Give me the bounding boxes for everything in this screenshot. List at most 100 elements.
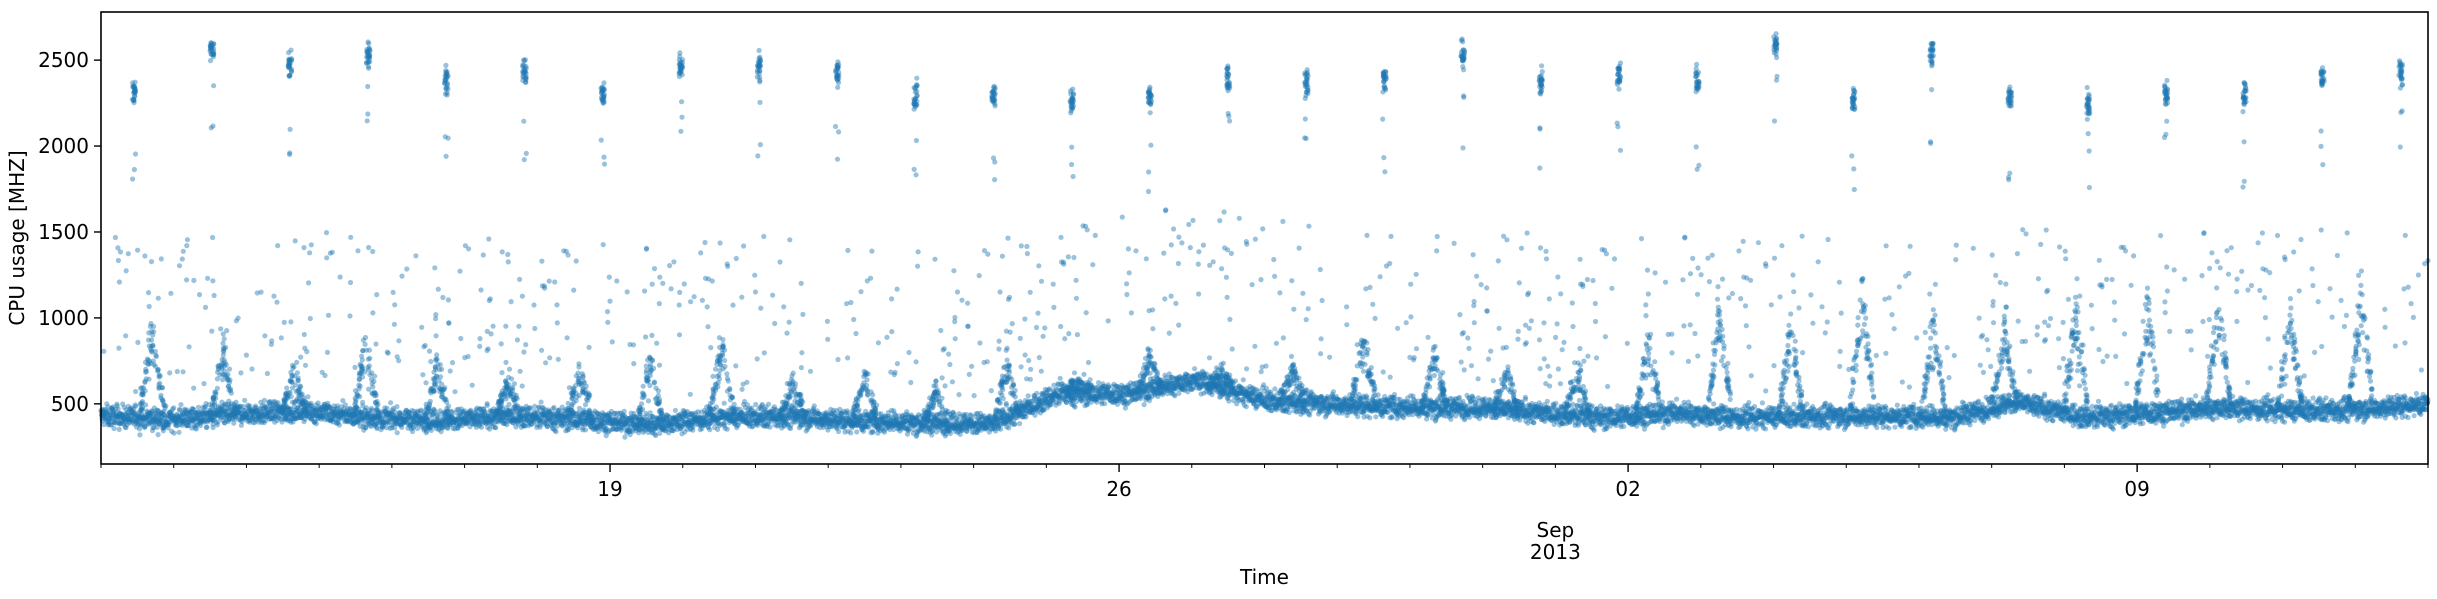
data-point xyxy=(1168,242,1174,248)
data-point xyxy=(552,279,558,285)
data-point xyxy=(1009,321,1015,327)
data-point xyxy=(609,339,615,345)
data-point xyxy=(101,411,107,417)
data-point xyxy=(119,418,125,424)
data-point xyxy=(141,424,147,430)
data-point xyxy=(503,323,509,329)
data-point xyxy=(209,328,215,334)
data-point xyxy=(137,422,143,428)
data-point xyxy=(302,362,309,368)
data-point xyxy=(304,349,310,355)
data-point xyxy=(392,302,398,308)
data-point xyxy=(120,413,126,419)
data-point xyxy=(159,410,165,416)
data-point xyxy=(1192,366,1198,372)
data-point xyxy=(298,354,304,360)
data-point xyxy=(140,415,146,421)
data-point xyxy=(153,410,159,416)
data-point xyxy=(139,411,145,417)
data-point xyxy=(798,365,805,371)
data-point xyxy=(586,344,592,350)
data-point xyxy=(143,402,149,408)
data-point xyxy=(155,407,161,413)
data-point xyxy=(1036,354,1042,361)
data-point xyxy=(477,336,483,342)
data-point xyxy=(702,239,708,246)
data-point xyxy=(125,412,132,418)
data-point xyxy=(1035,310,1041,316)
data-point xyxy=(754,356,760,362)
data-point xyxy=(539,258,545,264)
data-point xyxy=(423,380,429,386)
data-point xyxy=(123,419,129,425)
data-point xyxy=(119,411,126,418)
data-point xyxy=(1243,404,1249,410)
data-point xyxy=(390,289,396,295)
data-point xyxy=(264,370,270,377)
data-point xyxy=(145,413,151,419)
data-point xyxy=(115,406,121,412)
data-point xyxy=(1058,234,1064,240)
data-point xyxy=(101,411,108,417)
data-point xyxy=(275,243,281,249)
data-point xyxy=(546,278,552,284)
data-point xyxy=(134,418,140,424)
data-point xyxy=(121,416,127,422)
data-point xyxy=(600,242,606,248)
data-point xyxy=(108,415,114,421)
data-point xyxy=(1190,217,1196,223)
data-point xyxy=(894,361,901,367)
data-point xyxy=(116,415,122,421)
data-point xyxy=(152,420,158,426)
data-point xyxy=(184,277,190,283)
data-point xyxy=(146,416,152,422)
data-point xyxy=(884,334,890,340)
data-point xyxy=(156,408,162,414)
data-point xyxy=(466,246,472,252)
data-point xyxy=(151,417,157,423)
data-point xyxy=(130,409,136,416)
data-point xyxy=(159,419,165,425)
data-point xyxy=(226,366,233,372)
data-point xyxy=(154,407,160,413)
data-point xyxy=(116,412,122,418)
data-point xyxy=(604,309,611,315)
data-point xyxy=(1150,326,1156,332)
data-point xyxy=(499,370,505,376)
data-point xyxy=(155,295,161,301)
data-point xyxy=(162,405,168,411)
data-point xyxy=(1022,352,1028,358)
data-point xyxy=(159,421,165,428)
data-point xyxy=(772,320,778,327)
data-point xyxy=(211,292,217,299)
data-point xyxy=(193,426,199,432)
data-point xyxy=(1005,235,1011,241)
data-point xyxy=(161,423,167,430)
data-point xyxy=(777,259,783,265)
data-point xyxy=(159,412,165,418)
data-point xyxy=(761,233,767,240)
data-point xyxy=(117,420,123,426)
data-point xyxy=(396,338,402,344)
data-point xyxy=(116,345,122,351)
data-point xyxy=(161,425,167,431)
data-point xyxy=(126,416,132,422)
data-point xyxy=(133,419,139,426)
data-point xyxy=(140,414,146,420)
data-point xyxy=(1223,274,1229,280)
data-point xyxy=(784,330,790,336)
data-point xyxy=(133,414,139,420)
data-point xyxy=(141,416,147,422)
data-point xyxy=(966,371,972,377)
data-point xyxy=(1050,281,1056,287)
data-point xyxy=(135,421,141,427)
data-point xyxy=(133,388,139,395)
data-point xyxy=(125,409,131,415)
data-point xyxy=(854,429,860,435)
data-point xyxy=(204,424,210,430)
data-point xyxy=(490,323,496,329)
data-point xyxy=(676,332,683,338)
data-point xyxy=(102,416,108,422)
data-point xyxy=(174,368,180,375)
